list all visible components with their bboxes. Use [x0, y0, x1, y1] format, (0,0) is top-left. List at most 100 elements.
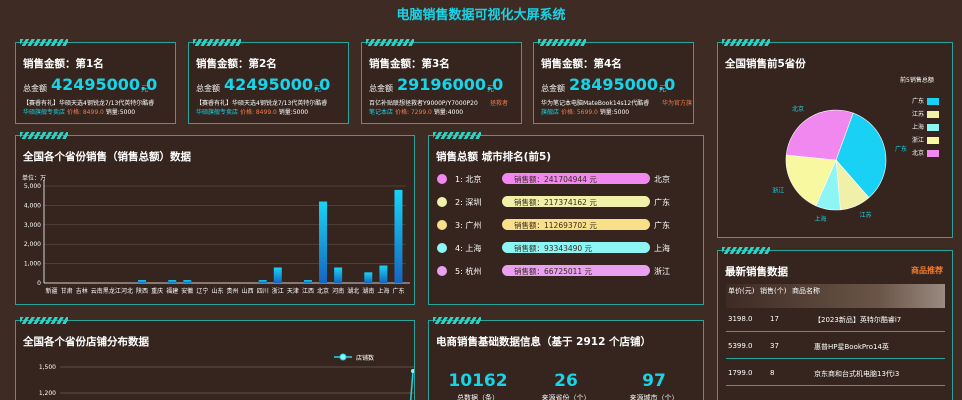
latest-sales-row[interactable]: 3198.0 17 【2023新品】英特尔酷睿i7	[726, 309, 945, 336]
product-desc: 【赛睿有礼】华硕天选4钢锐龙7/13代英特尔酷睿	[196, 100, 328, 107]
latest-sales-row[interactable]: 1799.0 8 京东商和台式机电脑13代i3	[726, 363, 945, 390]
product-meta: 笔记本店 价格: 7299.0 销量:4000	[369, 107, 463, 116]
pie-legend-label: 北京	[912, 149, 924, 157]
shops-legend	[334, 353, 352, 361]
sales-text: 销量:5000	[278, 109, 309, 116]
row-divider	[726, 358, 945, 359]
province-sales-title: 全国各个省份销售（销售总额）数据	[23, 151, 191, 163]
amount-value: 29196000.0	[397, 75, 504, 94]
pie-legend-swatch	[927, 111, 939, 118]
price-text: 价格: 7299.0	[394, 109, 432, 116]
rank-bar: 销售额：66725011 元	[502, 265, 650, 276]
product-desc: 【赛睿有礼】华硕天选4钢锐龙7/13代英特尔酷睿	[23, 100, 155, 107]
rank-bar: 销售额：93343490 元	[502, 242, 650, 253]
amount-value: 42495000.0	[51, 75, 158, 94]
stat-label: 来源省份（个）	[541, 394, 591, 400]
basic-data-title: 电商销售基础数据信息（基于 2912 个店铺）	[436, 336, 652, 348]
sales-rank-card: 销售金额：第4名 总金额 28495000.0 元 华为笔记本电脑MateBoo…	[533, 39, 694, 124]
amount-unit: 元	[487, 85, 494, 93]
amount-label: 总金额	[541, 84, 565, 93]
pie-legend-label: 广东	[912, 97, 924, 105]
amount-value: 42495000.0	[224, 75, 331, 94]
shops-title: 全国各个省份店铺分布数据	[23, 336, 149, 348]
city-rank-item: 5: 杭州 销售额：66725011 元 浙江	[437, 265, 697, 278]
pie-legend-swatch	[927, 150, 939, 157]
amount-label: 总金额	[369, 84, 393, 93]
header-qty: 销售(个)	[760, 287, 787, 295]
x-tick-label: 天津	[287, 288, 299, 295]
bar	[183, 280, 192, 283]
panel-tab-decor	[433, 132, 481, 139]
shops-legend-label: 店铺数	[356, 354, 374, 362]
amount-label: 总金额	[23, 84, 47, 93]
rank-bar: 销售额：217374162 元	[502, 196, 650, 207]
sales-text: 销量:4000	[433, 109, 464, 116]
rank-value: 销售额：241704944 元	[514, 175, 597, 184]
pie-label: 北京	[792, 105, 804, 113]
top5-panel: 全国销售前5省份 前5销售总额 广东 江苏 上海 浙江 北京 广东 江苏 上海 浙江 北京	[717, 39, 953, 238]
x-tick-label: 湖南	[362, 287, 374, 295]
bar	[168, 280, 177, 283]
x-tick-label: 云南	[91, 287, 103, 295]
pie-slice	[785, 154, 837, 207]
panel-tab-decor	[433, 317, 481, 324]
latest-sales-row[interactable]: 5399.0 37 惠普HP星BookPro14英	[726, 336, 945, 363]
x-tick-label: 湖北	[347, 287, 359, 295]
card-title: 销售金额：第3名	[369, 58, 450, 70]
recommend-link[interactable]: 商品推荐	[911, 266, 943, 275]
product-meta: 旗舰店 价格: 5699.0 销量:5000	[541, 107, 629, 116]
shops-ytick-1200: 1,200	[39, 390, 56, 397]
x-tick-label: 新疆	[46, 287, 58, 295]
shop-name: 华为官方旗	[662, 100, 693, 107]
rank-dot	[437, 243, 447, 253]
x-tick-label: 福建	[166, 287, 178, 295]
rank-dot	[437, 266, 447, 276]
pie-label: 浙江	[772, 186, 784, 194]
pie-legend-label: 浙江	[912, 136, 924, 144]
sales-rank-card: 销售金额：第1名 总金额 42495000.0 元 【赛睿有礼】华硕天选4钢锐龙…	[15, 39, 176, 124]
stat-label: 总数据（条）	[457, 394, 499, 400]
x-tick-label: 黑龙江	[103, 287, 121, 295]
rank-dot	[437, 174, 447, 184]
rank-value: 销售额：217374162 元	[514, 198, 597, 207]
row-price: 3198.0	[728, 315, 753, 323]
sales-text: 销量:5000	[105, 109, 136, 116]
sales-text: 销量:5000	[599, 109, 630, 116]
shops-line	[409, 370, 414, 400]
x-tick-label: 四川	[257, 288, 269, 295]
price-text: 价格: 8499.0	[239, 109, 277, 116]
bar	[379, 265, 388, 283]
x-tick-label: 浙江	[272, 287, 284, 295]
sales-rank-card: 销售金额：第3名 总金额 29196000.0 元 百亿补贴联想拯救者Y9000…	[361, 39, 522, 124]
header-name: 商品名称	[792, 287, 820, 295]
city-rank-item: 2: 深圳 销售额：217374162 元 广东	[437, 196, 697, 209]
stat-label: 来源城市（个）	[629, 394, 679, 400]
store-name: 笔记本店	[369, 109, 394, 116]
x-tick-label: 上海	[377, 287, 389, 295]
bar	[273, 267, 282, 283]
rank-label: 1: 北京	[455, 175, 482, 184]
pie-slice	[785, 109, 854, 161]
x-tick-label: 河北	[121, 287, 133, 295]
x-tick-label: 吉林	[76, 287, 88, 295]
shop-name: 拯救者	[490, 100, 509, 107]
x-tick-label: 陕西	[136, 287, 148, 295]
product-meta: 华硕旗舰专卖店 价格: 8499.0 销量:5000	[196, 107, 308, 116]
rank-value: 销售额：93343490 元	[514, 244, 593, 253]
price-text: 价格: 8499.0	[66, 109, 104, 116]
rank-label: 4: 上海	[455, 244, 482, 253]
amount-unit: 元	[659, 85, 666, 93]
x-tick-label: 山西	[242, 287, 254, 295]
y-unit-label: 单位：万	[22, 174, 46, 182]
stat-number: 97	[642, 371, 666, 391]
header-price: 单价(元)	[728, 287, 755, 295]
y-tick-label: 4,000	[24, 202, 41, 209]
city-rank-panel: 销售总额 城市排名(前5) 1: 北京 销售额：241704944 元 北京 2…	[428, 132, 704, 305]
pie-legend-label: 上海	[912, 123, 924, 131]
panel-tab-decor	[538, 39, 586, 46]
product-meta: 华硕旗舰专卖店 价格: 8499.0 销量:5000	[23, 107, 135, 116]
stat-number: 26	[554, 371, 578, 391]
rank-dot	[437, 220, 447, 230]
x-tick-label: 贵州	[227, 287, 239, 295]
